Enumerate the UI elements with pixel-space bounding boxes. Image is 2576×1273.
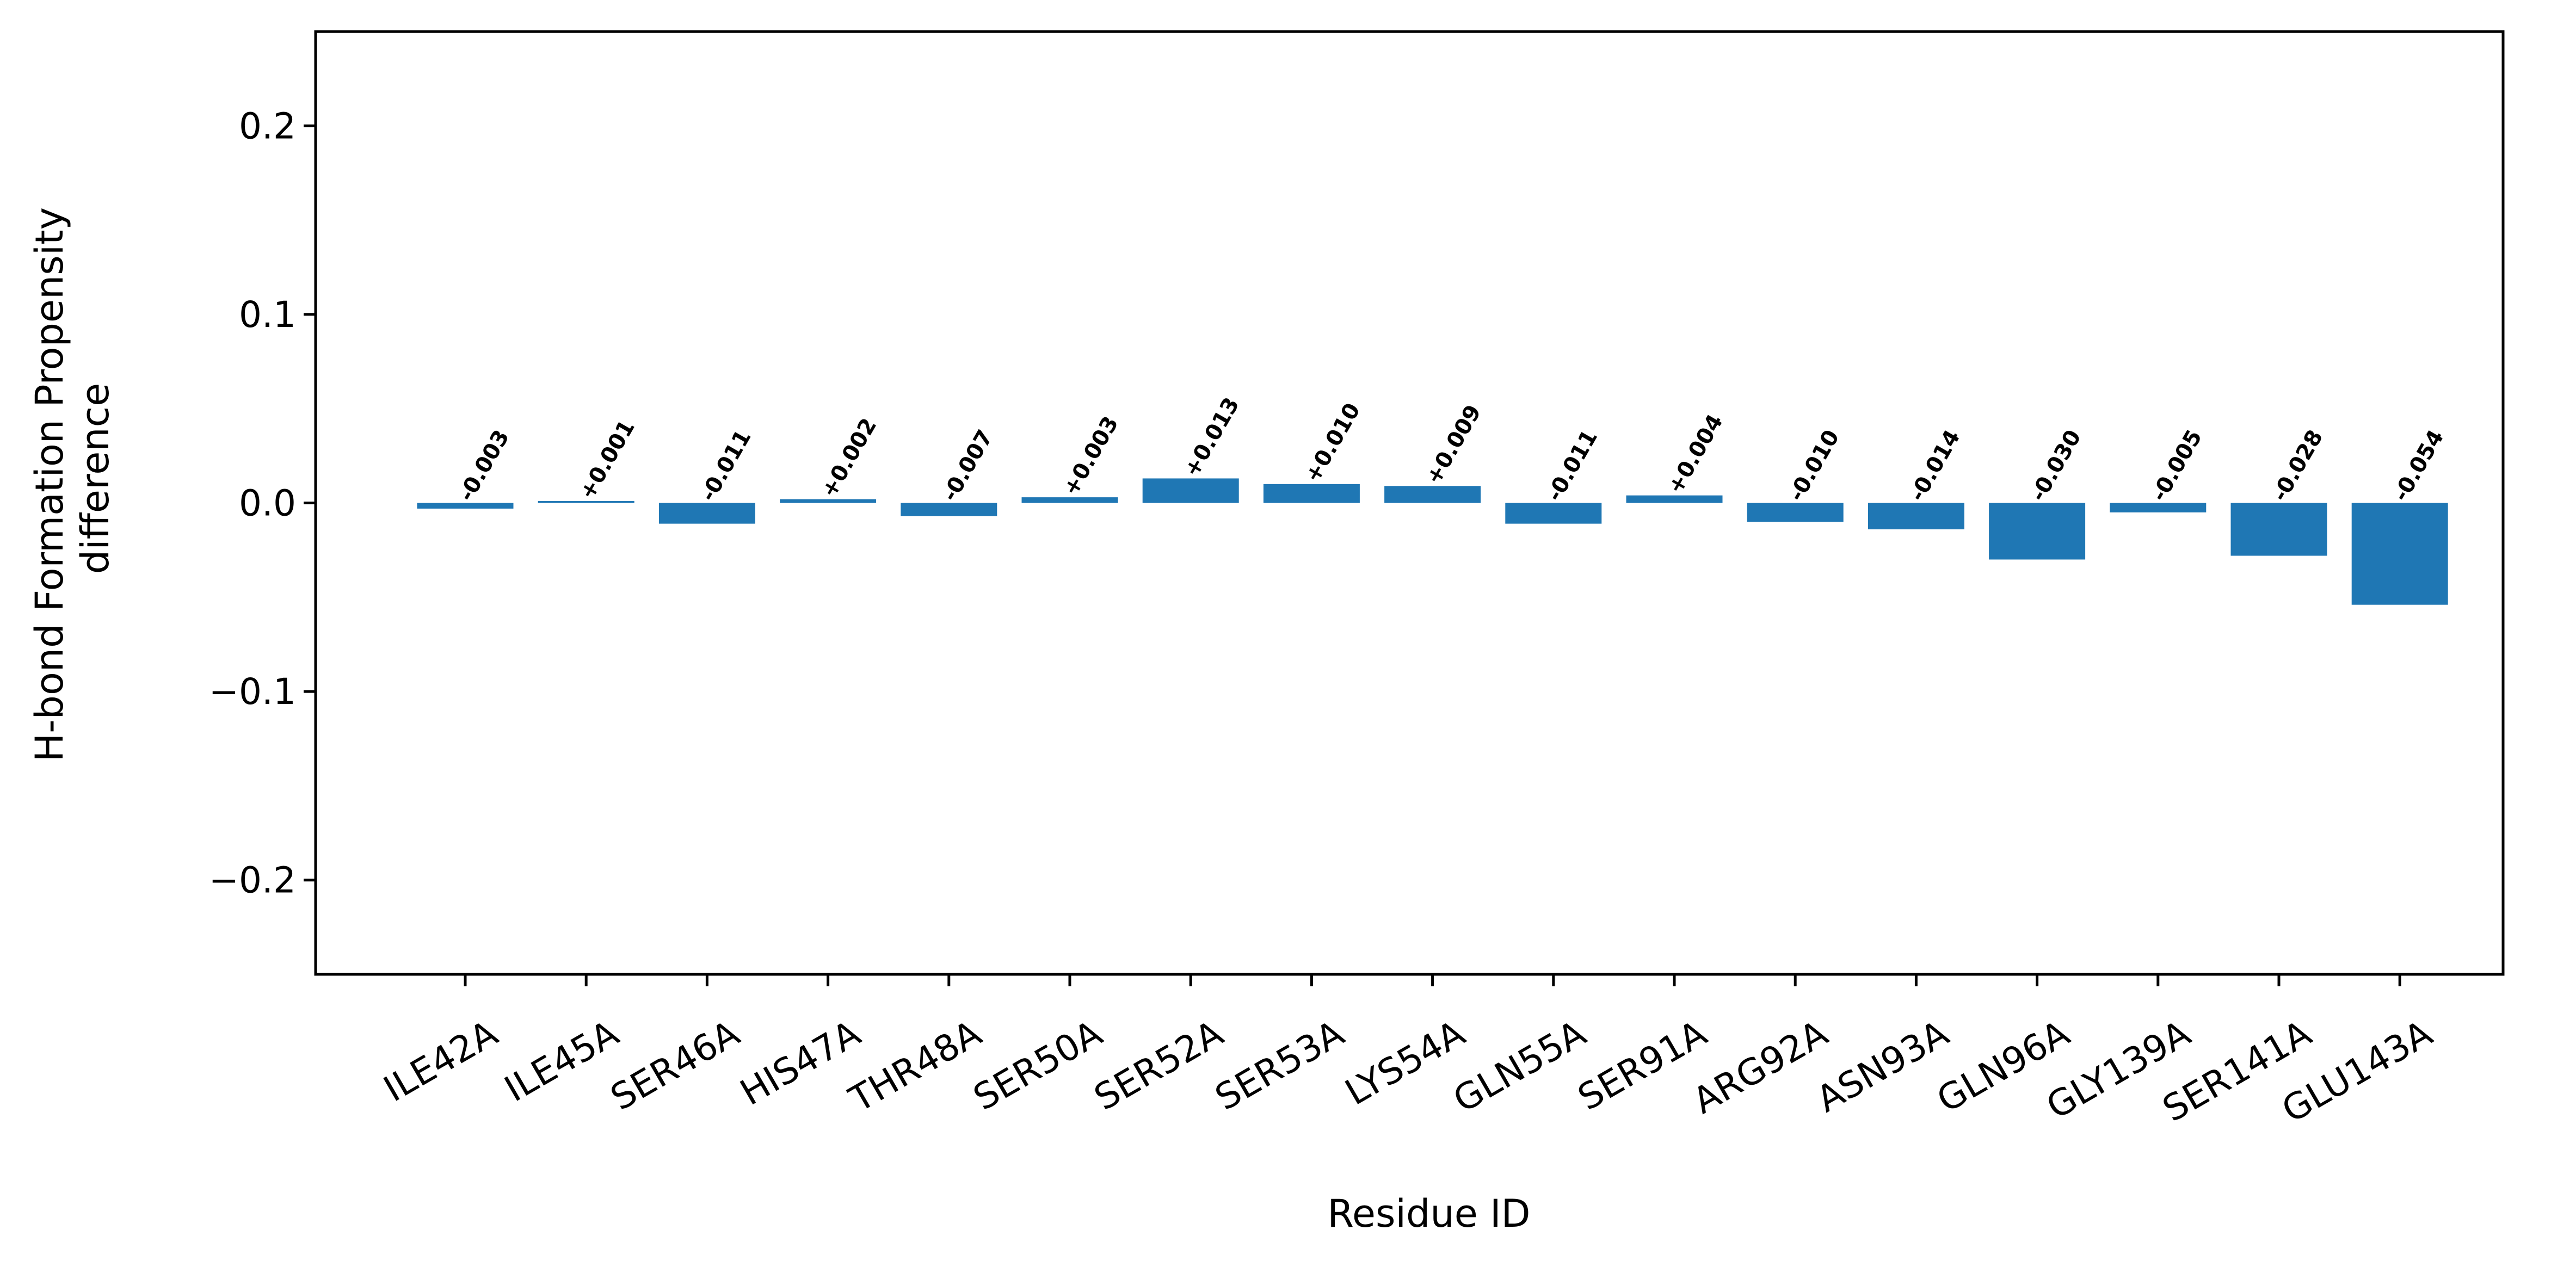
bar-lys54a [1384,486,1481,503]
bar-value-label: -0.005 [2147,426,2207,506]
bar-value-label: -0.011 [695,426,756,506]
y-axis: −0.2 −0.1 0.0 0.1 0.2 [209,105,316,901]
bar-value-label: -0.028 [2267,426,2328,506]
x-tick-label: SER50A [966,1012,1109,1118]
x-tick-label: ASN93A [1809,1012,1955,1120]
x-tick-label: SER91A [1571,1012,1714,1118]
bar-his47a [780,499,877,503]
bar-value-label: -0.054 [2388,426,2449,506]
y-axis-title-line-2: difference [73,383,118,574]
y-tick-label: −0.1 [209,671,296,713]
bar-value-label: +0.002 [816,414,882,502]
x-tick-label: ARG92A [1686,1012,1834,1122]
bar-ser141a [2230,503,2327,556]
bar-ser53a [1263,484,1360,503]
bar-asn93a [1868,503,1964,530]
bar-value-label: +0.010 [1300,399,1365,487]
bar-value-label: +0.004 [1663,410,1728,498]
x-tick-label: ILE42A [377,1012,504,1110]
bar-gln96a [1989,503,2086,560]
bar-value-label: -0.010 [1784,426,1844,506]
x-tick-label: THR48A [842,1012,988,1121]
x-tick-label: SER46A [603,1012,746,1118]
y-tick-label: 0.0 [239,483,296,524]
y-tick-label: −0.2 [209,860,296,901]
y-tick-label: 0.2 [239,105,296,147]
bar-glu143a [2351,503,2448,605]
bar-gln55a [1505,503,1602,524]
bar-ile42a [417,503,514,509]
bars-layer [417,478,2448,605]
bar-value-label: +0.013 [1179,393,1244,481]
x-axis-title: Residue ID [1327,1191,1530,1236]
bar-arg92a [1747,503,1844,522]
bar-gly139a [2110,503,2207,512]
bar-value-label: -0.030 [2025,426,2086,506]
bar-ser52a [1142,478,1239,503]
bar-value-label: +0.001 [575,416,640,504]
y-axis-title-line-1: H-bond Formation Propensity [27,207,72,762]
bar-value-label: +0.003 [1058,412,1124,500]
bar-ser50a [1021,497,1118,503]
bar-value-label: -0.014 [1905,426,1965,506]
bar-ser91a [1626,495,1723,503]
x-tick-label: GLN55A [1446,1012,1593,1121]
x-tick-label: SER52A [1087,1012,1230,1118]
x-tick-label: LYS54A [1338,1012,1472,1113]
bar-thr48a [901,503,997,516]
bar-ser46a [658,503,755,524]
x-tick-label: HIS47A [734,1012,867,1114]
bar-ile45a [538,501,634,503]
y-tick-label: 0.1 [239,294,296,336]
bar-value-label: -0.007 [938,426,998,506]
bar-value-label: -0.003 [454,426,514,506]
bar-value-label: -0.011 [1542,426,1603,506]
x-axis: ILE42AILE45ASER46AHIS47ATHR48ASER50ASER5… [377,974,2439,1131]
y-axis-title: H-bond Formation Propensity difference [27,195,118,762]
x-tick-label: SER53A [1208,1012,1351,1118]
bar-value-label: +0.009 [1421,401,1486,489]
x-tick-label: ILE45A [497,1012,625,1110]
